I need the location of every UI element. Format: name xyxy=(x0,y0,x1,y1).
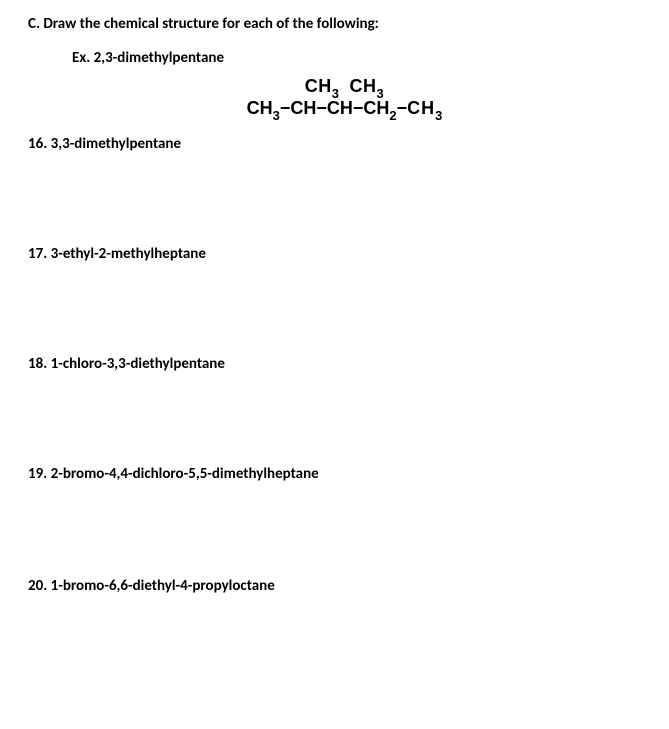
section-heading: C. Draw the chemical structure for each … xyxy=(28,15,641,33)
subscript: 3 xyxy=(332,86,340,101)
compound-name: 1-bromo-6,6-diethyl-4-propyloctane xyxy=(51,577,275,595)
ch-group: CH xyxy=(327,98,353,118)
question-17: 17. 3-ethyl-2-methylheptane xyxy=(28,245,641,263)
bond-dash: − xyxy=(353,98,364,118)
question-number: 17. xyxy=(28,245,47,263)
subscript: 3 xyxy=(273,108,280,123)
question-number: 16. xyxy=(28,135,47,153)
question-number: 19. xyxy=(28,465,47,483)
compound-name: 3,3-dimethylpentane xyxy=(51,135,181,153)
example-label: Ex. 2,3-dimethylpentane xyxy=(72,49,641,67)
question-18: 18. 1-chloro-3,3-diethylpentane xyxy=(28,355,641,373)
ch3-label: CH xyxy=(350,76,377,96)
subscript: 3 xyxy=(435,108,442,123)
ch-group: CH xyxy=(363,98,389,118)
subscript: 2 xyxy=(389,108,396,123)
ch-group: CH xyxy=(407,98,435,118)
structure-top-line: CH3CH3 xyxy=(48,77,641,99)
bond-dash: − xyxy=(316,98,327,118)
ch3-label: CH xyxy=(305,76,332,96)
question-19: 19. 2-bromo-4,4-dichloro-5,5-dimethylhep… xyxy=(28,465,641,483)
ch-group: CH xyxy=(247,98,273,118)
ch-group: CH xyxy=(290,98,316,118)
question-16: 16. 3,3-dimethylpentane xyxy=(28,135,641,153)
compound-name: 2-bromo-4,4-dichloro-5,5-dimethylheptane xyxy=(51,465,319,483)
subscript: 3 xyxy=(377,86,385,101)
bond-dash: − xyxy=(397,98,408,118)
compound-name: 3-ethyl-2-methylheptane xyxy=(51,245,206,263)
compound-name: 1-chloro-3,3-diethylpentane xyxy=(51,355,225,373)
question-number: 18. xyxy=(28,355,47,373)
question-number: 20. xyxy=(28,577,47,595)
example-structure: CH3CH3 CH3−CH−CH−CH2−CH3 xyxy=(28,77,641,121)
question-20: 20. 1-bromo-6,6-diethyl-4-propyloctane xyxy=(28,577,641,595)
structure-bottom-line: CH3−CH−CH−CH2−CH3 xyxy=(48,99,641,121)
bond-dash: − xyxy=(280,98,291,118)
